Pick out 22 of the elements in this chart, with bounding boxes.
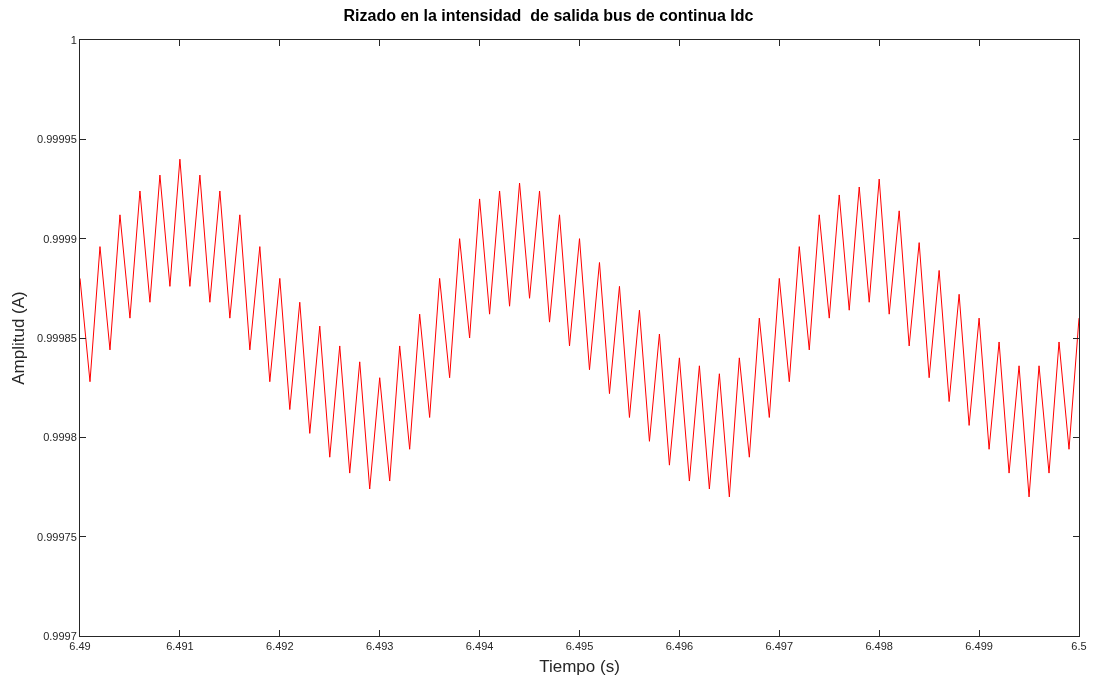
x-tick-label: 6.5 [1071, 640, 1087, 653]
y-tick-label: 0.99975 [37, 530, 77, 543]
x-tick-label: 6.49 [69, 640, 91, 653]
line-series [80, 158, 1079, 498]
y-tick-label: 0.99995 [37, 133, 77, 146]
x-axis-title: Tiempo (s) [539, 656, 620, 676]
x-tick-label: 6.492 [266, 640, 294, 653]
x-tick-label: 6.494 [465, 640, 494, 653]
y-axis-title: Amplitud (A) [8, 291, 28, 385]
x-tick-label: 6.498 [865, 640, 893, 653]
x-tick-label: 6.495 [565, 640, 594, 653]
y-tick-label: 1 [70, 33, 77, 46]
x-tick-label: 6.491 [166, 640, 194, 653]
x-tick-label: 6.493 [365, 640, 394, 653]
y-tick-label: 0.99985 [37, 331, 77, 344]
x-tick-label: 6.499 [965, 640, 993, 653]
y-tick-label: 0.9997 [43, 629, 77, 642]
x-tick-label: 6.496 [665, 640, 694, 653]
y-tick-label: 0.9998 [43, 431, 77, 444]
y-tick-label: 0.9999 [43, 232, 77, 245]
chart-title: Rizado en la intensidad de salida bus de continua Idc [343, 7, 754, 25]
x-tick-label: 6.497 [765, 640, 794, 653]
